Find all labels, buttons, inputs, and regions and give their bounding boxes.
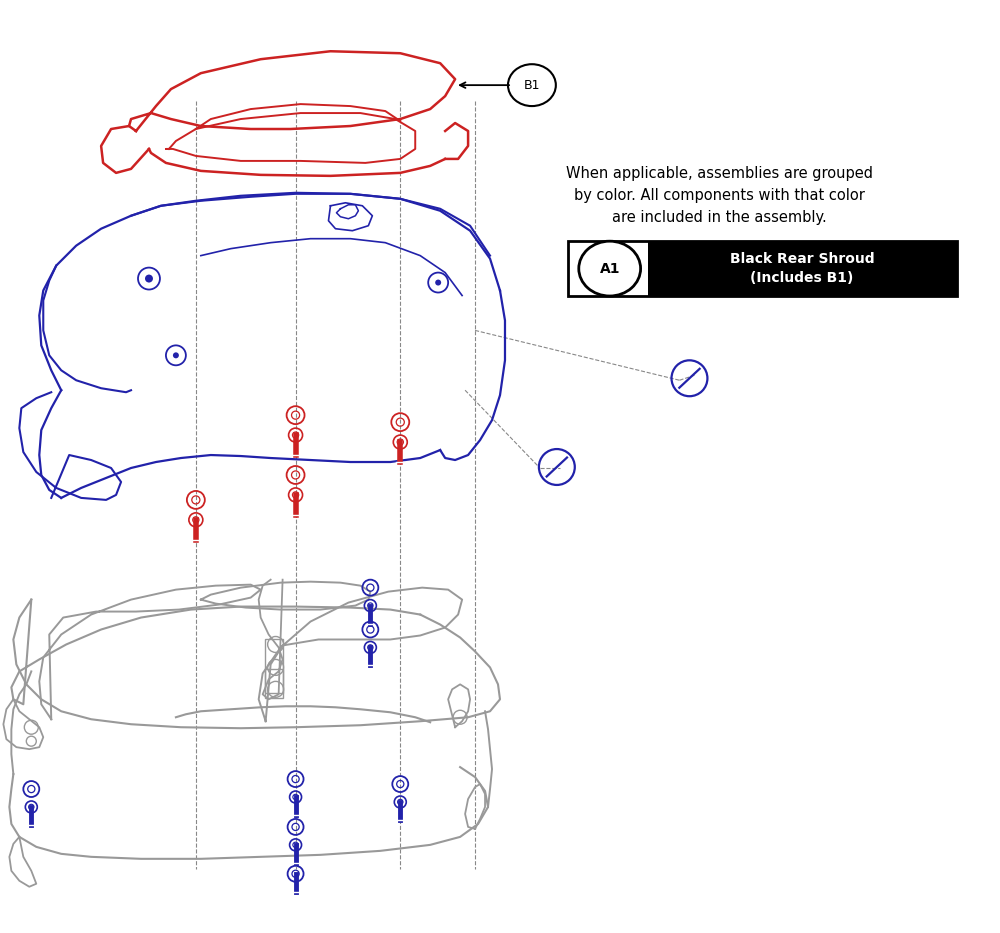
Ellipse shape <box>435 280 441 285</box>
Text: A1: A1 <box>599 261 620 275</box>
Bar <box>568 241 957 296</box>
Ellipse shape <box>145 274 153 283</box>
Ellipse shape <box>579 241 641 296</box>
Bar <box>648 241 957 296</box>
Bar <box>265 639 283 693</box>
Text: When applicable, assemblies are grouped
by color. All components with that color: When applicable, assemblies are grouped … <box>566 166 873 225</box>
Text: B1: B1 <box>524 78 540 91</box>
Bar <box>265 669 283 699</box>
Ellipse shape <box>508 64 556 106</box>
Text: Black Rear Shroud
(Includes B1): Black Rear Shroud (Includes B1) <box>730 252 874 285</box>
Ellipse shape <box>173 353 179 358</box>
